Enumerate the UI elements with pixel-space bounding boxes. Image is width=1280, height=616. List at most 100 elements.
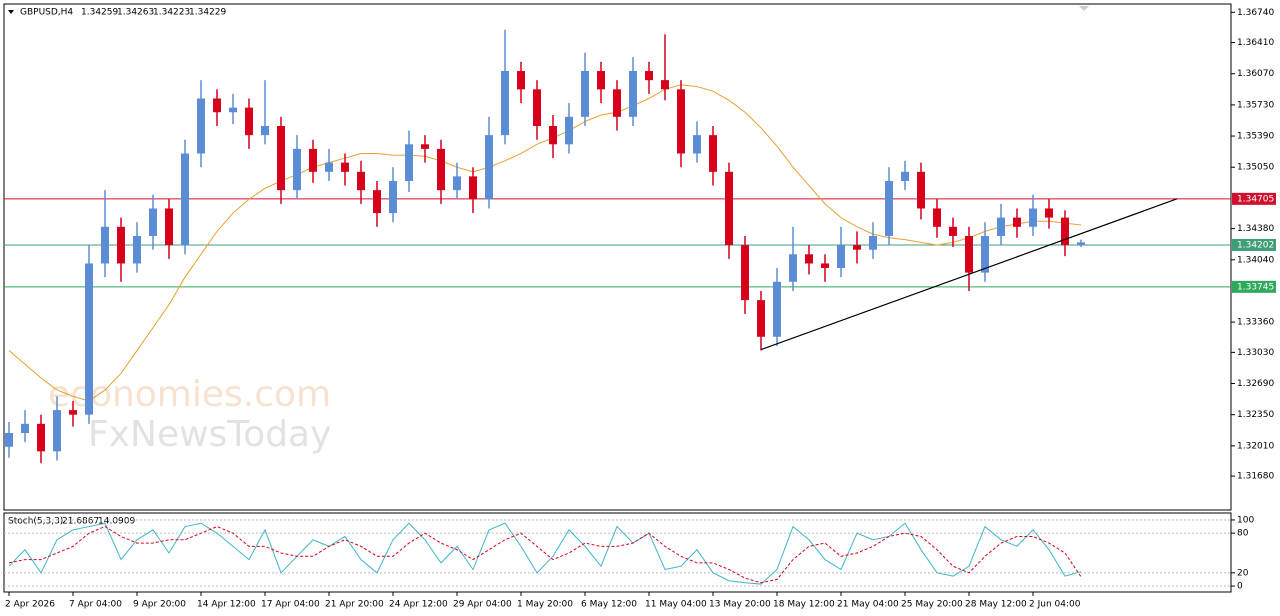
quote-close: 1.34229 <box>189 8 226 18</box>
candle-body <box>805 254 813 264</box>
x-tick-label: 24 Apr 12:00 <box>389 600 448 610</box>
x-tick-label: 17 Apr 04:00 <box>261 600 320 610</box>
x-tick-label: 14 Apr 12:00 <box>197 600 256 610</box>
candle-body <box>853 245 861 250</box>
y-tick-label: 1.36410 <box>1237 38 1274 48</box>
candle-body <box>405 144 413 181</box>
candle-body <box>533 89 541 126</box>
candle-body <box>389 180 397 214</box>
candle-body <box>773 281 781 337</box>
candle-body <box>229 107 237 113</box>
y-tick-label: 80 <box>1237 529 1249 539</box>
candle-body <box>437 148 445 191</box>
candle-body <box>949 226 957 236</box>
watermark: FxNewsToday <box>88 414 331 455</box>
candle-body <box>901 171 909 181</box>
candle-body <box>501 70 509 136</box>
candle-body <box>149 208 157 236</box>
x-tick-label: 1 May 20:00 <box>517 600 573 610</box>
candle-body <box>309 148 317 172</box>
candle-body <box>821 263 829 269</box>
y-tick-label: 1.36070 <box>1237 69 1274 79</box>
candle-body <box>549 125 557 145</box>
level-tag <box>1232 280 1276 293</box>
candle-body <box>37 423 45 452</box>
x-tick-label: 2 Apr 2026 <box>5 600 55 610</box>
candle-body <box>261 125 269 136</box>
x-tick-label: 2 Jun 04:00 <box>1029 600 1081 610</box>
x-tick-label: 29 Apr 04:00 <box>453 600 512 610</box>
y-tick-label: 100 <box>1237 515 1254 525</box>
candle-body <box>293 148 301 191</box>
x-tick-label: 21 Apr 20:00 <box>325 600 384 610</box>
candle-body <box>517 70 525 90</box>
candle-body <box>677 89 685 154</box>
y-tick-label: 1.35050 <box>1237 163 1274 173</box>
candle-body <box>213 98 221 113</box>
candle-body <box>933 208 941 227</box>
quote-high: 1.34263 <box>117 8 154 18</box>
y-tick-label: 1.31680 <box>1237 472 1274 482</box>
candle-body <box>661 80 669 90</box>
stoch-line <box>8 525 1082 584</box>
level-label: 1.34202 <box>1237 240 1274 250</box>
candle-body <box>997 217 1005 236</box>
y-tick-label: 1.32350 <box>1237 410 1274 420</box>
stoch-label: Stoch(5,3,3) <box>8 517 63 527</box>
candle-body <box>325 162 333 172</box>
candle-body <box>181 153 189 246</box>
quote-open: 1.34259 <box>81 8 118 18</box>
x-tick-label: 7 Apr 04:00 <box>69 600 122 610</box>
candle-body <box>1061 217 1069 246</box>
candle-body <box>69 410 77 415</box>
candle-body <box>245 107 253 136</box>
stoch-line <box>8 522 1082 585</box>
watermark: economies.com <box>48 374 331 415</box>
candle-body <box>1029 208 1037 227</box>
candle-body <box>1013 217 1021 227</box>
y-tick-label: 1.34040 <box>1237 255 1274 265</box>
candle-body <box>453 176 461 191</box>
candle-body <box>165 208 173 246</box>
candle-body <box>1077 242 1085 246</box>
y-tick-label: 1.33360 <box>1237 318 1274 328</box>
candle-body <box>917 171 925 209</box>
candle-body <box>741 245 749 301</box>
x-tick-label: 21 May 04:00 <box>837 600 899 610</box>
y-tick-label: 1.32690 <box>1237 379 1274 389</box>
candle-body <box>613 89 621 117</box>
candle-body <box>101 226 109 264</box>
x-tick-label: 13 May 20:00 <box>709 600 771 610</box>
level-label: 1.33745 <box>1237 282 1274 292</box>
candle-body <box>965 235 973 273</box>
y-tick-label: 1.34380 <box>1237 224 1274 234</box>
x-tick-label: 28 May 12:00 <box>965 600 1027 610</box>
candle-body <box>885 180 893 236</box>
candle-body <box>341 162 349 172</box>
y-tick-label: 1.36740 <box>1237 8 1274 18</box>
x-tick-label: 18 May 12:00 <box>773 600 835 610</box>
quote-low: 1.34223 <box>153 8 190 18</box>
level-tag <box>1232 192 1276 205</box>
candle-body <box>485 135 493 200</box>
candle-body <box>565 116 573 145</box>
candle-body <box>709 135 717 172</box>
candle-body <box>117 226 125 264</box>
candle-body <box>357 171 365 191</box>
stoch-panel <box>3 512 1232 593</box>
candle-body <box>53 410 61 452</box>
candle-body <box>869 235 877 250</box>
candle-body <box>645 70 653 81</box>
y-tick-label: 1.33030 <box>1237 348 1274 358</box>
y-tick-label: 1.35390 <box>1237 132 1274 142</box>
candle-body <box>597 70 605 90</box>
menu-arrow[interactable] <box>8 10 14 14</box>
x-tick-label: 25 May 20:00 <box>901 600 963 610</box>
candle-body <box>133 235 141 264</box>
candle-body <box>373 190 381 214</box>
x-tick-label: 9 Apr 20:00 <box>133 600 186 610</box>
y-tick-label: 1.35730 <box>1237 100 1274 110</box>
candle-body <box>581 70 589 117</box>
y-tick-label: 0 <box>1237 582 1243 592</box>
candle-body <box>837 245 845 269</box>
